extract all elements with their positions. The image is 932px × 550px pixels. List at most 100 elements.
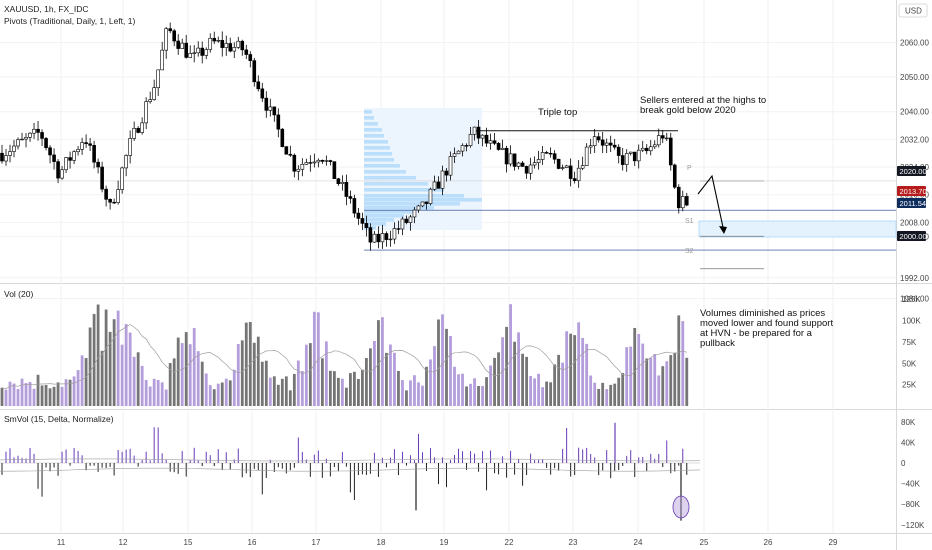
candle-bear <box>672 164 677 188</box>
candle-bear <box>676 186 681 209</box>
time-tick-label: 11 <box>57 538 66 547</box>
volume-bar <box>96 304 100 406</box>
candle-bull <box>648 146 653 152</box>
support-zone <box>698 220 897 238</box>
profile-row <box>364 194 464 198</box>
candle-bear <box>436 181 441 189</box>
volume-bar <box>144 379 148 406</box>
volume-bar <box>296 360 300 406</box>
volume-bar <box>489 365 492 406</box>
volume-tick-label: 125K <box>902 295 921 304</box>
candle-bear <box>56 161 60 179</box>
candle-bull <box>532 162 537 166</box>
volume-bar <box>308 343 312 406</box>
volume-bar <box>621 373 625 406</box>
smvol-pane-label: SmVol (15, Delta, Normalize) <box>4 414 114 424</box>
candle-bull <box>452 153 457 157</box>
profile-row <box>364 152 392 156</box>
volume-bar <box>228 380 232 406</box>
volume-bar <box>288 390 292 406</box>
candle-bull <box>580 165 585 169</box>
candle-bull <box>656 135 661 146</box>
volume-bar <box>176 337 180 406</box>
pivots-legend: Pivots (Traditional, Daily, 1, Left, 1) <box>4 16 135 26</box>
volume-pane-label: Vol (20) <box>4 289 33 299</box>
volume-bar <box>569 333 573 406</box>
candle-bear <box>608 142 613 146</box>
volume-bar <box>156 379 160 406</box>
volume-bar <box>669 355 673 406</box>
volume-bar <box>433 346 436 406</box>
candle-bear <box>48 147 52 156</box>
profile-row <box>364 134 384 138</box>
volume-bar <box>661 366 665 406</box>
volume-bar <box>80 355 84 406</box>
currency-button-label[interactable]: USD <box>905 7 922 16</box>
volume-bar <box>280 378 284 406</box>
volume-bar <box>629 346 633 406</box>
time-tick-label: 23 <box>569 538 578 547</box>
profile-row <box>364 188 444 192</box>
profile-row <box>364 198 482 202</box>
volume-bar <box>541 387 545 406</box>
volume-bar <box>92 313 96 406</box>
currency-button[interactable]: USD <box>898 3 928 18</box>
candle-bear <box>524 166 529 174</box>
volume-bar <box>657 375 661 406</box>
price-levels <box>0 130 896 270</box>
candle-bull <box>192 52 197 54</box>
volume-bar <box>136 352 140 406</box>
candle-bull <box>20 138 24 141</box>
candle-bull <box>300 163 305 170</box>
volume-bar <box>260 361 264 406</box>
candle-bear <box>244 49 249 55</box>
price-tag-2000-text: 2000.00 <box>900 232 927 241</box>
smvol-tick-label: 40K <box>901 438 916 447</box>
candle-bear <box>360 218 365 224</box>
volume-annotation-line3: at HVN - be prepared for a <box>700 328 813 339</box>
candle-bull <box>268 106 273 111</box>
time-tick-label: 29 <box>829 538 838 547</box>
candle-bull <box>120 167 124 190</box>
volume-bar <box>365 358 368 406</box>
volume-bar <box>517 332 520 406</box>
volume-profile <box>364 108 482 230</box>
volume-bar <box>16 388 20 406</box>
volume-bar <box>180 343 184 406</box>
candle-bear <box>272 106 277 116</box>
volume-bar <box>236 344 240 406</box>
volume-bar <box>324 341 328 406</box>
volume-bar <box>76 370 80 406</box>
volume-bar <box>264 360 268 406</box>
volume-bar <box>513 341 516 406</box>
candle-bear <box>484 134 489 144</box>
volume-bar <box>665 361 669 406</box>
candle-bull <box>80 142 84 150</box>
candle-bear <box>100 166 104 190</box>
time-tick-label: 17 <box>312 538 321 547</box>
volume-bar <box>244 322 248 406</box>
volume-bar <box>336 377 340 406</box>
volume-bar <box>453 366 456 406</box>
volume-bar <box>393 352 396 406</box>
volume-bar <box>561 362 565 406</box>
candle-bear <box>568 165 573 179</box>
profile-row <box>364 218 394 222</box>
volume-bar <box>340 378 344 406</box>
volume-bar <box>304 344 308 406</box>
volume-annotation-line1: Volumes diminished as prices <box>700 308 825 319</box>
volume-bar <box>344 387 348 406</box>
smvol-tick-label: 0 <box>901 459 906 468</box>
volume-tick-label: 25K <box>902 381 917 390</box>
candle-bear <box>84 142 88 145</box>
volume-bar <box>401 380 404 406</box>
candle-bear <box>136 128 140 133</box>
volume-bar <box>649 357 653 406</box>
candle-bear <box>556 158 561 169</box>
candle-bear <box>476 126 481 139</box>
candle-bull <box>72 151 76 161</box>
candle-bear <box>200 47 205 56</box>
candle-bear <box>308 162 313 164</box>
